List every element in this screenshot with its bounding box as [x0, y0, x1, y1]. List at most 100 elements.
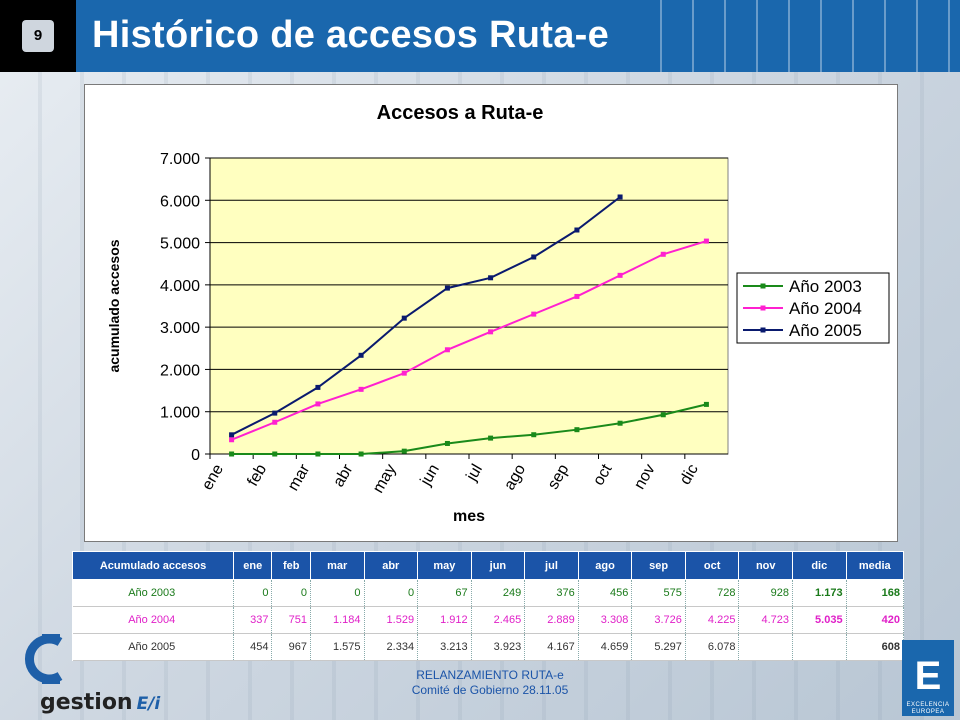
data-point: [531, 432, 537, 438]
data-point: [488, 275, 494, 281]
table-cell: 967: [271, 633, 311, 661]
series-line: [231, 196, 621, 436]
slide-number-box: 9: [0, 0, 76, 72]
legend-label: Año 2004: [789, 299, 862, 318]
x-tick-label: sep: [545, 461, 573, 492]
table-header-cell: mar: [309, 551, 365, 580]
data-point: [574, 427, 580, 433]
table-cell: 751: [271, 606, 311, 634]
table-cell: 0: [364, 579, 419, 607]
y-tick-label: 5.000: [160, 236, 200, 253]
data-point: [660, 412, 666, 418]
gestion-logo-suffix: E/i: [136, 694, 161, 714]
x-tick-label: oct: [590, 461, 616, 488]
series-line: [231, 403, 707, 455]
table-row-label: Año 2003: [72, 579, 234, 607]
table-cell: 168: [846, 579, 905, 607]
x-tick-label: abr: [330, 461, 357, 490]
slide-number: 9: [22, 20, 54, 52]
excelencia-letter: E: [914, 654, 942, 698]
excelencia-europea-logo: E EXCELENCIA EUROPEA: [902, 640, 954, 716]
x-tick-label: ago: [501, 461, 529, 493]
footer-line-1: RELANZAMIENTO RUTA-e: [416, 668, 564, 682]
table-header-cell: dic: [792, 551, 847, 580]
data-point: [358, 451, 364, 457]
x-tick-label: mar: [285, 461, 314, 494]
data-point: [358, 386, 364, 392]
data-point: [272, 419, 278, 425]
data-point: [617, 194, 623, 200]
y-tick-label: 2.000: [160, 362, 200, 379]
gestion-logo: [20, 634, 70, 689]
table-cell: 0: [310, 579, 365, 607]
x-tick-label: dic: [677, 462, 702, 488]
table-body: Año 2003 0 0 0 0 67 249 376 456 575 728 928 1.173 168…: [72, 579, 905, 661]
data-point: [315, 401, 321, 407]
y-tick-label: 6.000: [160, 193, 200, 210]
data-point: [703, 238, 709, 244]
table-cell: 4.723: [738, 606, 793, 634]
gestion-logo-icon: [25, 634, 63, 684]
gestion-logo-word: gestion: [40, 690, 133, 715]
chart-title: Accesos a Ruta-e: [377, 102, 544, 124]
data-point: [444, 285, 450, 291]
table-header-label: Acumulado accesos: [72, 551, 234, 580]
chart-container: Accesos a Ruta-e 0 1.000 2.000 3.000 4.000 5.0…: [84, 84, 898, 542]
table-cell: 376: [524, 579, 579, 607]
table-header-cell: jul: [524, 551, 579, 580]
excelencia-line-2: EUROPEA: [911, 709, 945, 715]
table-cell: 67: [417, 579, 472, 607]
table-cell: 4.659: [578, 633, 633, 661]
table-cell: 5.035: [792, 606, 847, 634]
data-point: [703, 401, 709, 407]
y-tick-label: 0: [191, 447, 200, 464]
data-point: [401, 315, 407, 321]
table-header-cell: ago: [577, 551, 633, 580]
table-cell: 575: [631, 579, 686, 607]
table-cell: 928: [738, 579, 793, 607]
y-tick-label: 4.000: [160, 278, 200, 295]
series-line: [231, 240, 707, 441]
legend-marker: [760, 305, 766, 311]
table-header-cell: jun: [470, 551, 526, 580]
table-cell: 3.923: [471, 633, 526, 661]
x-tick-label: feb: [244, 461, 270, 489]
table-row-label: Año 2005: [72, 633, 234, 661]
plot-area: [209, 157, 729, 455]
line-chart: Accesos a Ruta-e 0 1.000 2.000 3.000 4.000 5.0…: [106, 102, 890, 525]
table-cell: 0: [271, 579, 311, 607]
table-cell: 0: [233, 579, 273, 607]
data-point: [531, 311, 537, 317]
y-tick-label: 7.000: [160, 151, 200, 168]
table-header-cell: media: [845, 551, 905, 580]
x-tick-label: jun: [417, 462, 443, 490]
table-cell: 249: [471, 579, 526, 607]
table-row: Año 2004 337 751 1.184 1.529 1.912 2.465 2.889 3…: [72, 606, 905, 634]
table-header-cell: abr: [363, 551, 419, 580]
y-tick-label: 1.000: [160, 405, 200, 422]
data-point: [617, 272, 623, 278]
table-cell: 5.297: [631, 633, 686, 661]
data-point: [488, 329, 494, 335]
y-tick-label: 3.000: [160, 320, 200, 337]
data-point: [358, 352, 364, 358]
data-point: [272, 410, 278, 416]
table-row: Año 2005 454 967 1.575 2.334 3.213 3.923 4.167 4…: [72, 633, 905, 661]
table-header-cell: ene: [232, 551, 273, 580]
data-point: [272, 451, 278, 457]
header-stripes: [630, 0, 960, 72]
table-cell: 608: [846, 633, 905, 661]
table-cell: 1.173: [792, 579, 847, 607]
legend-marker: [760, 327, 766, 333]
data-point: [229, 437, 235, 443]
table-cell: 1.529: [364, 606, 419, 634]
data-point: [229, 432, 235, 438]
legend-marker: [760, 283, 766, 289]
table-header-cell: nov: [738, 551, 793, 580]
table-cell: 454: [233, 633, 273, 661]
data-point: [617, 420, 623, 426]
table-cell: 4.225: [685, 606, 740, 634]
table-header-row: Acumulado accesos ene feb mar abr may jun jul ag…: [72, 551, 905, 580]
table-cell: 728: [685, 579, 740, 607]
data-point: [488, 435, 494, 441]
